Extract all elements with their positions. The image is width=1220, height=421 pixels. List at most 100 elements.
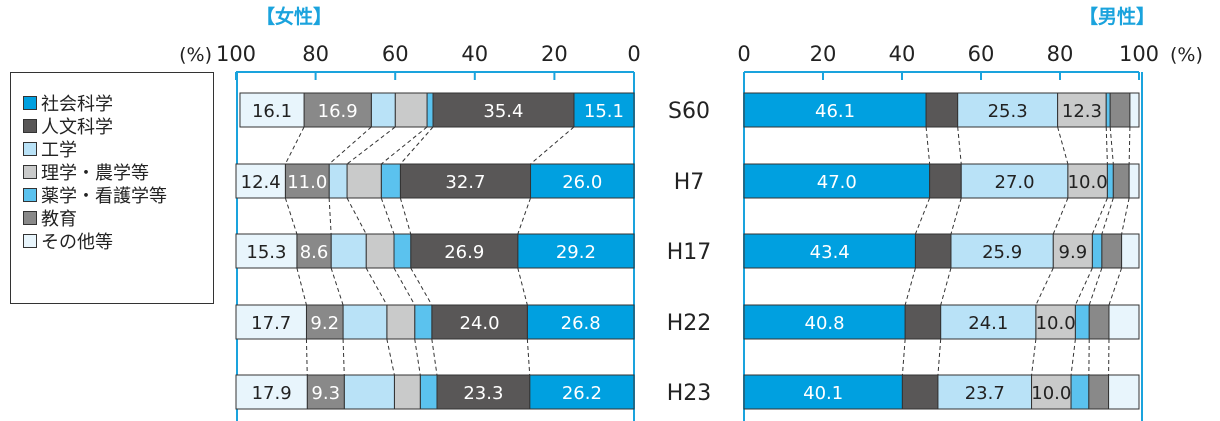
female-bar-segment [394,92,428,128]
male-data-label: 25.3 [988,101,1028,122]
male-bar-segment [1057,92,1107,128]
female-connector [284,197,298,235]
male-bar-segment [957,92,1059,128]
female-connector [342,338,345,376]
female-data-label: 15.1 [584,101,624,122]
male-bar-segment [1070,374,1090,410]
male-bar-segment [1031,374,1072,410]
legend-label: 社会科学 [41,93,113,115]
male-tick-label: 20 [810,42,837,66]
female-bar-segment [346,163,382,199]
female-bar-segment [328,163,348,199]
female-connector [296,267,307,306]
female-bar-segment [235,304,307,340]
female-data-label: 26.2 [562,383,602,404]
male-bar-segment [937,374,1033,410]
female-connector [328,197,332,235]
female-data-label: 26.8 [561,313,601,334]
female-data-label: 26.9 [444,242,484,263]
female-data-label: 23.3 [463,383,503,404]
female-connector [517,197,531,235]
male-connector [1101,197,1114,235]
female-connector [386,338,395,376]
female-connector [380,126,428,165]
male-connector [1070,338,1076,376]
legend-label: 教育 [41,208,77,230]
male-data-label: 40.1 [803,383,843,404]
legend-swatch [23,95,37,110]
female-data-label: 26.0 [562,172,602,193]
female-bar-segment [436,374,531,410]
female-connector [410,267,433,306]
female-data-label: 29.2 [556,242,596,263]
category-label: H23 [667,381,712,406]
female-tick-label: 20 [541,42,568,66]
female-data-label: 16.9 [318,101,358,122]
male-data-label: 40.8 [805,313,845,334]
male-connector [1128,126,1131,165]
female-connector [284,126,305,165]
female-bar-segment [426,92,434,128]
male-data-label: 27.0 [995,172,1035,193]
female-bar-segment [393,233,412,269]
male-connector [1074,267,1093,306]
legend-swatch [23,210,37,225]
female-tick-label: 40 [461,42,488,66]
female-connector [305,338,308,376]
female-data-label: 32.7 [445,172,485,193]
male-bar-segment [743,163,931,199]
male-bar-segment [743,92,927,128]
female-tick-label: 80 [302,42,329,66]
male-bar-segment [960,163,1069,199]
male-bar-segment [1088,374,1110,410]
female-bar-segment [235,233,298,269]
female-connector [365,267,388,306]
female-tick-label: 0 [627,42,640,66]
female-connector [380,197,395,235]
female-connector [346,126,396,165]
female-connector [526,338,531,376]
male-connector [957,126,962,165]
female-bar-segment [432,92,575,128]
female-bar-segment [386,304,416,340]
male-bar-segment [929,163,962,199]
female-connector [393,267,416,306]
female-connector [517,267,528,306]
male-title: 【男性】 [1079,6,1156,28]
female-bar-segment [370,92,396,128]
female-bar-segment [284,163,330,199]
male-bar-segment [1129,92,1140,128]
female-data-label: 9.3 [311,383,340,404]
legend-label: 人文科学 [41,116,113,138]
female-bar-segment [431,304,528,340]
female-data-label: 24.0 [460,313,500,334]
female-tick-label: 60 [382,42,409,66]
male-connector [1121,197,1130,235]
legend-label: 理学・農学等 [41,162,149,184]
male-data-label: 47.0 [817,172,857,193]
male-connector [1105,126,1108,165]
male-bar-segment [1105,92,1111,128]
male-bar-segment [1108,374,1140,410]
female-connector [530,126,575,165]
male-connector [940,267,952,306]
female-bar-segment [414,304,433,340]
legend-item-social-science: 社会科学 [23,91,213,115]
male-connector [1035,267,1054,306]
legend-swatch [23,164,37,179]
female-data-label: 16.1 [252,101,292,122]
female-tick-label: 100 [216,42,256,66]
male-bar-segment [901,374,939,410]
legend-label: その他等 [41,231,113,253]
legend-item-pharmacy-nursing: 薬学・看護学等 [23,183,213,207]
male-data-label: 46.1 [815,101,855,122]
female-connector [399,126,434,165]
female-unit-label: (%) [179,44,212,66]
category-label: H17 [667,240,712,265]
female-bar-segment [419,374,438,410]
male-tick-label: 0 [737,42,750,66]
male-connector [1057,126,1069,165]
male-tick-label: 40 [889,42,916,66]
female-bar-segment [235,163,286,199]
